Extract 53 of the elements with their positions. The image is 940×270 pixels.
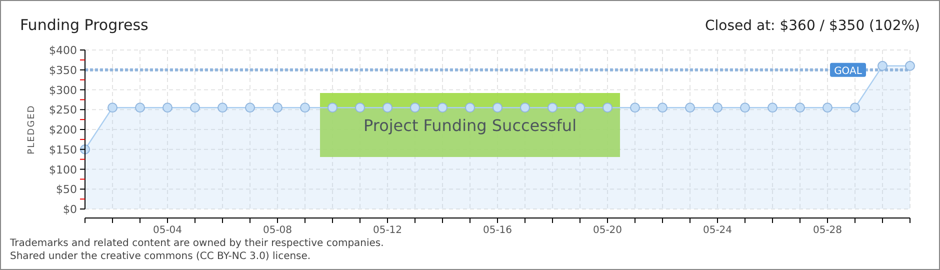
point — [438, 102, 448, 113]
point — [300, 102, 310, 113]
point — [850, 102, 860, 113]
x-tick-label: 05-04 — [152, 225, 182, 236]
point — [548, 102, 558, 113]
point — [410, 102, 420, 113]
point — [218, 102, 228, 113]
point — [355, 102, 365, 113]
point — [272, 102, 282, 113]
chart-title: Funding Progress — [20, 16, 149, 34]
point — [245, 102, 255, 113]
point — [328, 102, 338, 113]
point — [135, 102, 145, 113]
point — [465, 102, 475, 113]
point — [162, 102, 172, 113]
text: Shared under the creative commons (CC BY-NC 3.0) license. — [10, 251, 311, 262]
x-tick-label: 05-12 — [372, 225, 402, 236]
y-tick-label: $100 — [49, 163, 77, 176]
annotation: Project Funding Successful — [363, 116, 577, 135]
y-tick-label: $250 — [49, 104, 77, 117]
point — [190, 102, 200, 113]
chart-subtitle: Closed at: $360 / $350 (102%) — [705, 18, 920, 34]
point — [630, 102, 640, 113]
x-tick-label: 05-28 — [812, 225, 842, 236]
point — [602, 102, 612, 113]
x-tick-label: 05-08 — [262, 225, 292, 236]
y-tick-label: $50 — [56, 183, 77, 196]
y-tick-label: $350 — [49, 64, 77, 77]
point — [768, 102, 778, 113]
text: Trademarks and related content are owned by their respective companies. — [9, 238, 384, 249]
y-tick-label: $400 — [49, 44, 77, 57]
x-tick-label: 05-20 — [592, 225, 622, 236]
ref-line-label: GOAL — [834, 66, 862, 77]
point — [905, 60, 915, 71]
y-axis-title: PLEDGED — [27, 104, 37, 154]
y-tick-label: $0 — [63, 203, 77, 216]
point — [382, 102, 392, 113]
point — [520, 102, 530, 113]
point — [658, 102, 668, 113]
point — [685, 102, 695, 113]
y-tick-label: $300 — [49, 84, 77, 97]
point — [878, 60, 888, 71]
point — [575, 102, 585, 113]
point — [822, 102, 832, 113]
point — [740, 102, 750, 113]
y-tick-label: $200 — [49, 124, 77, 136]
point — [108, 102, 118, 113]
x-tick-label: 05-16 — [482, 225, 512, 236]
point — [795, 102, 805, 113]
y-tick-label: $150 — [49, 143, 77, 156]
x-tick-label: 05-24 — [702, 225, 732, 236]
point — [712, 102, 722, 113]
point — [492, 102, 502, 113]
